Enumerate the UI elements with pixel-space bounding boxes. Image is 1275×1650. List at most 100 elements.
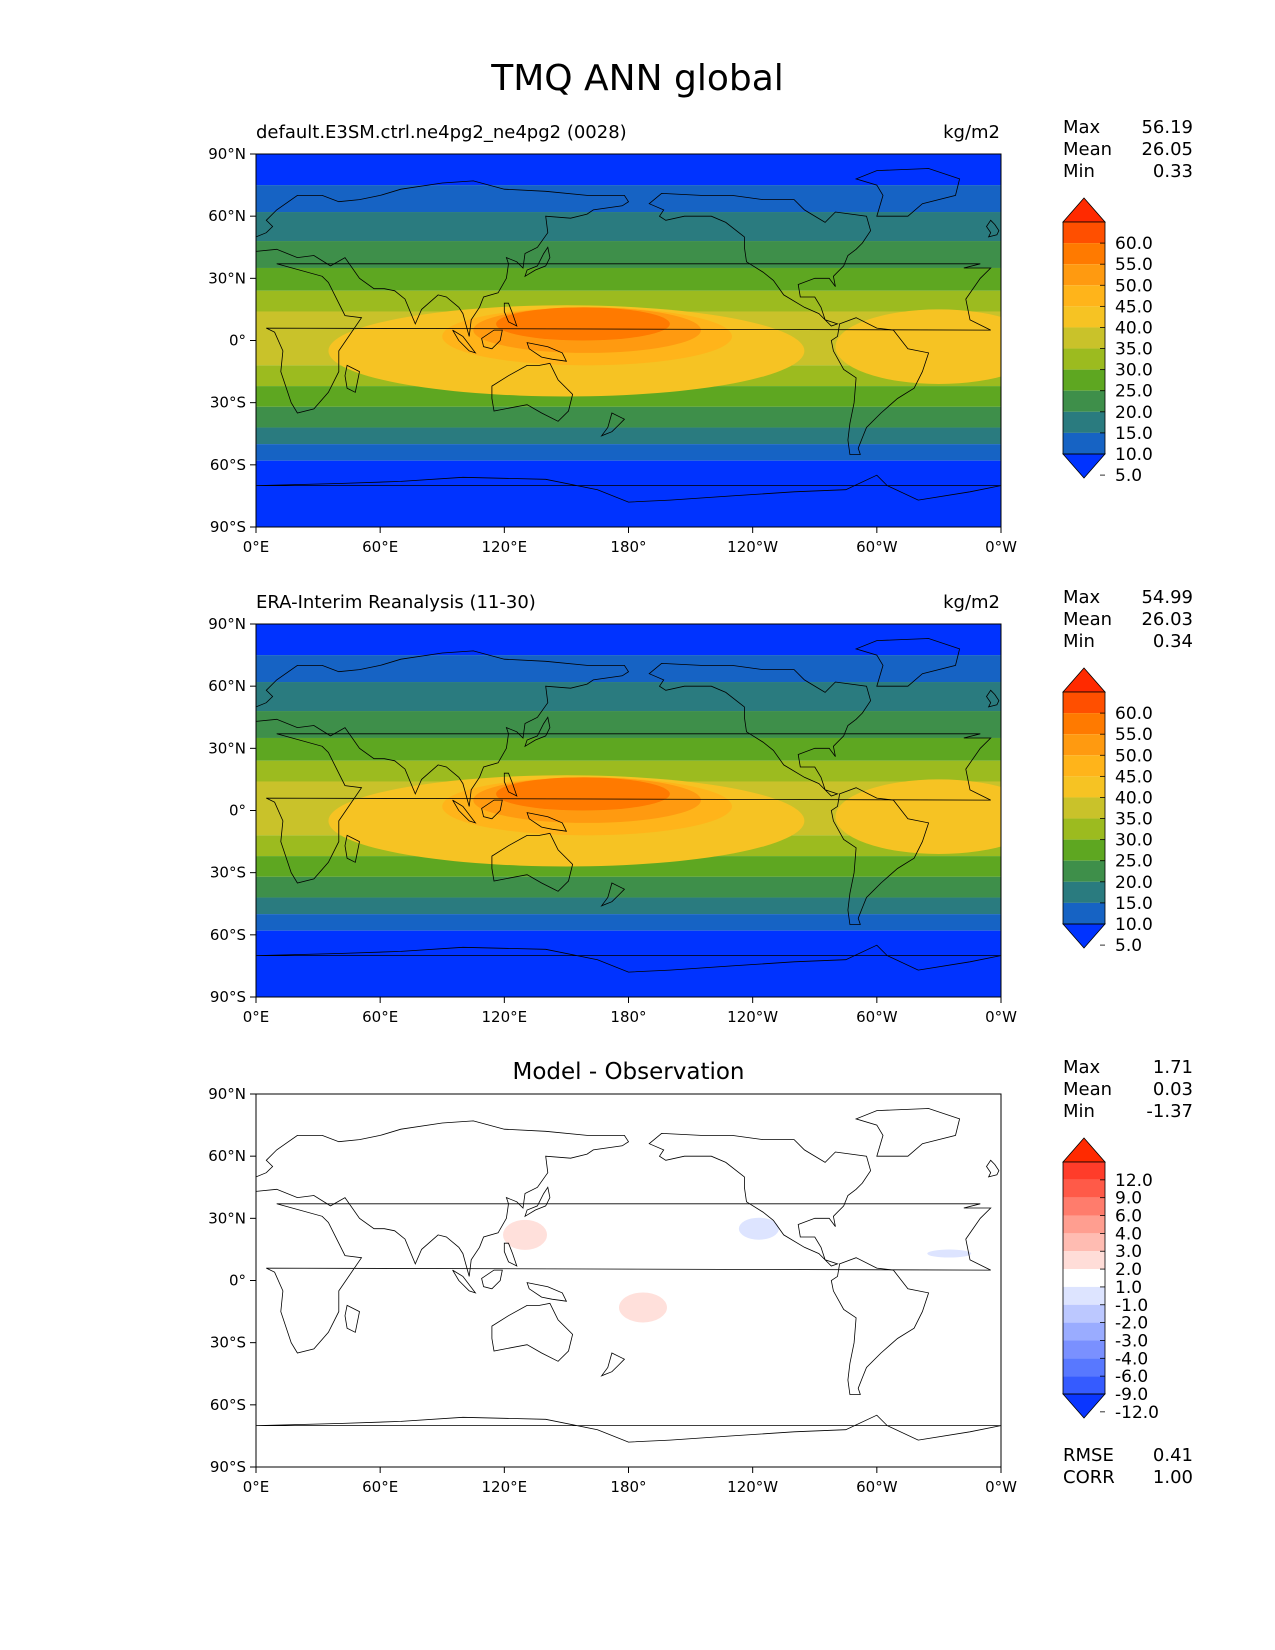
contour-band bbox=[256, 682, 1001, 712]
contour-band bbox=[256, 154, 1001, 186]
lat-tick-label: 90°S bbox=[210, 1458, 246, 1476]
stat-row-mean: Mean 26.03 bbox=[1063, 609, 1193, 630]
coastline bbox=[526, 1282, 568, 1302]
map-panel: 90°N 60°N 30°N 0° 30°S 60°S 90°S 0°E 60°E 120°E 18… bbox=[208, 615, 1153, 1026]
colorbar-tick-label: 50.0 bbox=[1115, 276, 1153, 296]
stat-row-mean: Mean 0.03 bbox=[1063, 1079, 1193, 1100]
colorbar-segment bbox=[1063, 713, 1105, 735]
colorbar-tick-label: 5.0 bbox=[1115, 936, 1142, 956]
stat-row-min: Min 0.34 bbox=[1063, 631, 1193, 652]
panel-left-title: ERA-Interim Reanalysis (11-30) bbox=[256, 592, 536, 613]
lon-tick-label: 180° bbox=[610, 1008, 646, 1026]
colorbar-segment bbox=[1063, 369, 1105, 391]
coastline bbox=[266, 1203, 992, 1354]
lat-tick-label: 90°N bbox=[208, 145, 246, 163]
colorbar-tick-label: 20.0 bbox=[1115, 873, 1153, 893]
colorbar-segment bbox=[1063, 411, 1105, 433]
colorbar-tick-label: 2.0 bbox=[1115, 1260, 1142, 1280]
colorbar-extend-top bbox=[1062, 667, 1106, 693]
contour-band bbox=[256, 856, 1001, 877]
lat-tick-label: 30°N bbox=[208, 1209, 246, 1227]
map-background bbox=[256, 1094, 1001, 1467]
lon-tick-label: 120°W bbox=[727, 1008, 778, 1026]
contour-band bbox=[256, 212, 1001, 242]
stat-row-min: Min -1.37 bbox=[1063, 1101, 1193, 1122]
coastline bbox=[344, 1304, 360, 1333]
colorbar-tick-label: 60.0 bbox=[1115, 234, 1153, 254]
coastline bbox=[524, 1186, 551, 1218]
colorbar-extend-bottom bbox=[1062, 923, 1106, 949]
colorbar-segment bbox=[1063, 390, 1105, 412]
coastline bbox=[344, 364, 360, 393]
colorbar-tick-label: -4.0 bbox=[1115, 1349, 1148, 1369]
colorbar-tick-label: 30.0 bbox=[1115, 831, 1153, 851]
lon-tick-label: 180° bbox=[610, 1478, 646, 1496]
lat-tick-label: 30°S bbox=[210, 394, 246, 412]
coastline bbox=[503, 1242, 518, 1267]
coastline bbox=[503, 302, 518, 327]
colorbar-segment bbox=[1063, 432, 1105, 454]
stats-block: Max 54.99 Mean 26.03 Min 0.34 bbox=[1063, 587, 1193, 653]
colorbar-segment bbox=[1063, 264, 1105, 286]
colorbar-segment bbox=[1063, 755, 1105, 777]
contour-band bbox=[256, 267, 1001, 291]
lon-tick-label: 180° bbox=[610, 538, 646, 556]
colorbar-tick-label: 55.0 bbox=[1115, 725, 1153, 745]
colorbar-segment bbox=[1063, 776, 1105, 798]
colorbar-tick-label: 1.0 bbox=[1115, 1278, 1142, 1298]
lat-tick-label: 60°N bbox=[208, 207, 246, 225]
lat-tick-label: 90°N bbox=[208, 1085, 246, 1103]
coastline bbox=[481, 799, 503, 820]
lat-tick-label: 60°N bbox=[208, 677, 246, 695]
lat-tick-label: 0° bbox=[229, 332, 246, 350]
stat-row-max: Max 1.71 bbox=[1063, 1057, 1193, 1078]
contour-band bbox=[256, 897, 1001, 915]
contour-region bbox=[496, 307, 670, 341]
colorbar-segment bbox=[1063, 1304, 1105, 1323]
lat-tick-label: 0° bbox=[229, 1272, 246, 1290]
coastline bbox=[648, 192, 872, 327]
lon-tick-label: 0°W bbox=[985, 1478, 1017, 1496]
colorbar-segment bbox=[1063, 1269, 1105, 1287]
colorbar-segment bbox=[1063, 839, 1105, 861]
colorbar-segment bbox=[1063, 692, 1105, 714]
colorbar-segment bbox=[1063, 243, 1105, 265]
contour-region bbox=[835, 779, 1001, 855]
contour-band bbox=[256, 406, 1001, 428]
lat-tick-label: 30°N bbox=[208, 739, 246, 757]
colorbar-tick-label: -6.0 bbox=[1115, 1367, 1148, 1387]
panel-center-title: Model - Observation bbox=[512, 1059, 745, 1085]
colorbar-frame bbox=[1062, 1161, 1106, 1395]
colorbar-segment bbox=[1063, 1340, 1105, 1359]
diff-positive-region bbox=[503, 1219, 548, 1250]
contour-band bbox=[256, 737, 1001, 761]
lat-tick-label: 30°N bbox=[208, 269, 246, 287]
coastline bbox=[256, 1414, 1001, 1443]
colorbar-tick-label: 50.0 bbox=[1115, 746, 1153, 766]
colorbar-tick-label: 40.0 bbox=[1115, 788, 1153, 808]
coastline bbox=[986, 689, 1000, 708]
lon-tick-label: 120°E bbox=[482, 538, 528, 556]
stat-row-min: Min 0.33 bbox=[1063, 161, 1193, 182]
lon-tick-label: 0°E bbox=[243, 538, 270, 556]
stats-block: Max 56.19 Mean 26.05 Min 0.33 bbox=[1063, 117, 1193, 183]
coastline bbox=[986, 219, 1000, 238]
stat-row-mean: Mean 26.05 bbox=[1063, 139, 1193, 160]
lon-tick-label: 120°E bbox=[482, 1478, 528, 1496]
lat-tick-label: 90°S bbox=[210, 988, 246, 1006]
coastline bbox=[503, 772, 518, 797]
coastline bbox=[491, 832, 574, 892]
contour-band bbox=[256, 460, 1001, 527]
lat-tick-label: 60°S bbox=[210, 1396, 246, 1414]
panel-left-title: default.E3SM.ctrl.ne4pg2_ne4pg2 (0028) bbox=[256, 122, 627, 143]
coastline bbox=[256, 180, 630, 337]
coastline bbox=[830, 1257, 930, 1395]
diff-positive-region bbox=[618, 1292, 667, 1323]
lon-tick-label: 0°E bbox=[243, 1478, 270, 1496]
coastline bbox=[256, 474, 1001, 503]
colorbar-tick-label: -9.0 bbox=[1115, 1385, 1148, 1405]
colorbar-segment bbox=[1063, 1197, 1105, 1216]
colorbar-segment bbox=[1063, 348, 1105, 370]
coastline bbox=[344, 834, 360, 863]
